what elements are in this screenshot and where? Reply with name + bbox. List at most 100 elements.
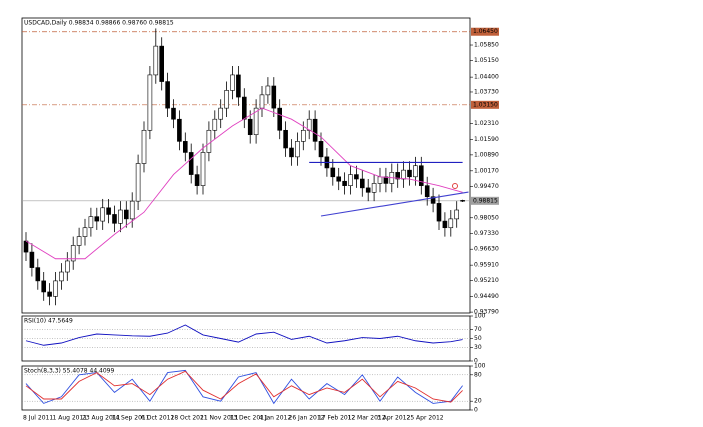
y-tick-label: 0.94490 (474, 293, 499, 300)
indicator-line (25, 370, 463, 403)
candle-body (312, 118, 318, 142)
candle-body (395, 172, 401, 180)
candle-body (430, 196, 436, 204)
candle-body (330, 167, 336, 178)
candle-body (454, 209, 460, 220)
y-tick-label: 1.05850 (474, 42, 499, 49)
candle-body (300, 129, 306, 142)
y-tick-label: 1.03730 (474, 88, 499, 95)
level-label-box (471, 27, 499, 36)
trendline (320, 191, 469, 217)
x-tick-label: 4 Jan 2012 (259, 415, 291, 422)
candle-body (129, 200, 135, 220)
y-tick-label: 70 (474, 326, 482, 333)
x-tick-label: 13 Dec 2011 (230, 415, 269, 422)
candle-body (41, 280, 47, 293)
candle-body (23, 240, 29, 253)
y-tick-label: 1.05150 (474, 57, 499, 64)
y-tick-label: 100 (474, 363, 486, 370)
candle-body (407, 169, 412, 178)
candle-body (94, 216, 100, 222)
x-tick-label: 28 Oct 2011 (171, 415, 208, 422)
candle-body (70, 245, 76, 262)
candle-body (442, 220, 448, 229)
candle-body (247, 118, 253, 136)
candle-body (147, 74, 153, 131)
candle-body (271, 85, 277, 109)
candle-body (100, 207, 105, 222)
indicator-title: Stoch(8,3,3) 55.4078 44.4099 (24, 368, 115, 375)
candle-body (265, 85, 271, 96)
x-tick-label: 8 Jul 2011 (23, 415, 53, 422)
stoch-frame (21, 365, 471, 411)
y-tick-label: 0.99470 (474, 183, 499, 190)
candle-body (106, 207, 111, 215)
candle-body (336, 176, 342, 182)
candle-body (159, 45, 164, 82)
y-tick-label: 50 (474, 335, 482, 342)
candle-body (295, 141, 300, 158)
candle-body (277, 107, 283, 131)
x-tick-label: 6 Oct 2011 (141, 415, 174, 422)
x-tick-label: 17 Feb 2012 (318, 415, 356, 422)
candle-body (47, 291, 52, 297)
y-tick-label: 0.96630 (474, 246, 499, 253)
x-tick-label: 12 Mar 2012 (348, 415, 386, 422)
x-tick-label: 1 Aug 2011 (53, 415, 88, 422)
candle-body (230, 74, 235, 91)
candle-body (224, 90, 229, 109)
candle-body (371, 183, 377, 193)
candle-body (212, 118, 218, 131)
y-tick-label: 0.95210 (474, 277, 499, 284)
candle-body (29, 251, 35, 268)
candle-body (88, 216, 94, 229)
candle-body (424, 185, 430, 198)
candle-body (259, 94, 265, 109)
candle-body (401, 169, 406, 180)
x-tick-label: 14 Sep 2011 (112, 415, 150, 422)
indicator-line (25, 369, 463, 405)
y-tick-label: 1.00170 (474, 167, 499, 174)
candle-body (418, 165, 424, 186)
x-tick-label: 21 Nov 2011 (200, 415, 239, 422)
candle-body (118, 209, 123, 224)
candle-body (413, 165, 418, 178)
y-tick-label: 20 (474, 398, 482, 405)
candle-body (318, 141, 324, 158)
y-tick-label: 1.04400 (474, 74, 499, 81)
candle-body (283, 129, 288, 149)
candle-body (188, 152, 194, 175)
candle-body (141, 129, 147, 164)
x-tick-label: 26 Jan 2012 (289, 415, 325, 422)
x-tick-label: 25 Apr 2012 (407, 415, 444, 422)
indicator-title: RSI(10) 47.5649 (24, 318, 73, 325)
y-tick-label: 1.01590 (474, 136, 499, 143)
candle-body (365, 187, 371, 193)
level-label: 1.03150 (473, 101, 498, 108)
main-frame (21, 17, 471, 314)
candle-body (206, 129, 212, 153)
candle-body (242, 96, 247, 120)
candle-body (53, 280, 58, 297)
y-tick-label: 0 (474, 358, 478, 365)
candle-body (348, 174, 353, 186)
y-tick-label: 0 (474, 407, 478, 414)
candle-body (200, 152, 206, 186)
moving-average (25, 107, 463, 260)
chart-title: USDCAD,Daily 0.98834 0.98866 0.98760 0.9… (24, 20, 174, 27)
candle-body (253, 107, 259, 136)
current-price-box (471, 196, 499, 205)
candle-body (289, 147, 294, 158)
y-tick-label: 0.97330 (474, 230, 499, 237)
candle-body (460, 200, 465, 202)
candle-body (448, 218, 454, 229)
candle-body (171, 107, 176, 120)
y-tick-label: 1.02310 (474, 120, 499, 127)
candle-body (236, 74, 241, 98)
candle-body (112, 214, 117, 224)
x-tick-label: 23 Aug 2011 (82, 415, 121, 422)
alert-icon (452, 183, 458, 189)
candle-body (359, 178, 365, 189)
